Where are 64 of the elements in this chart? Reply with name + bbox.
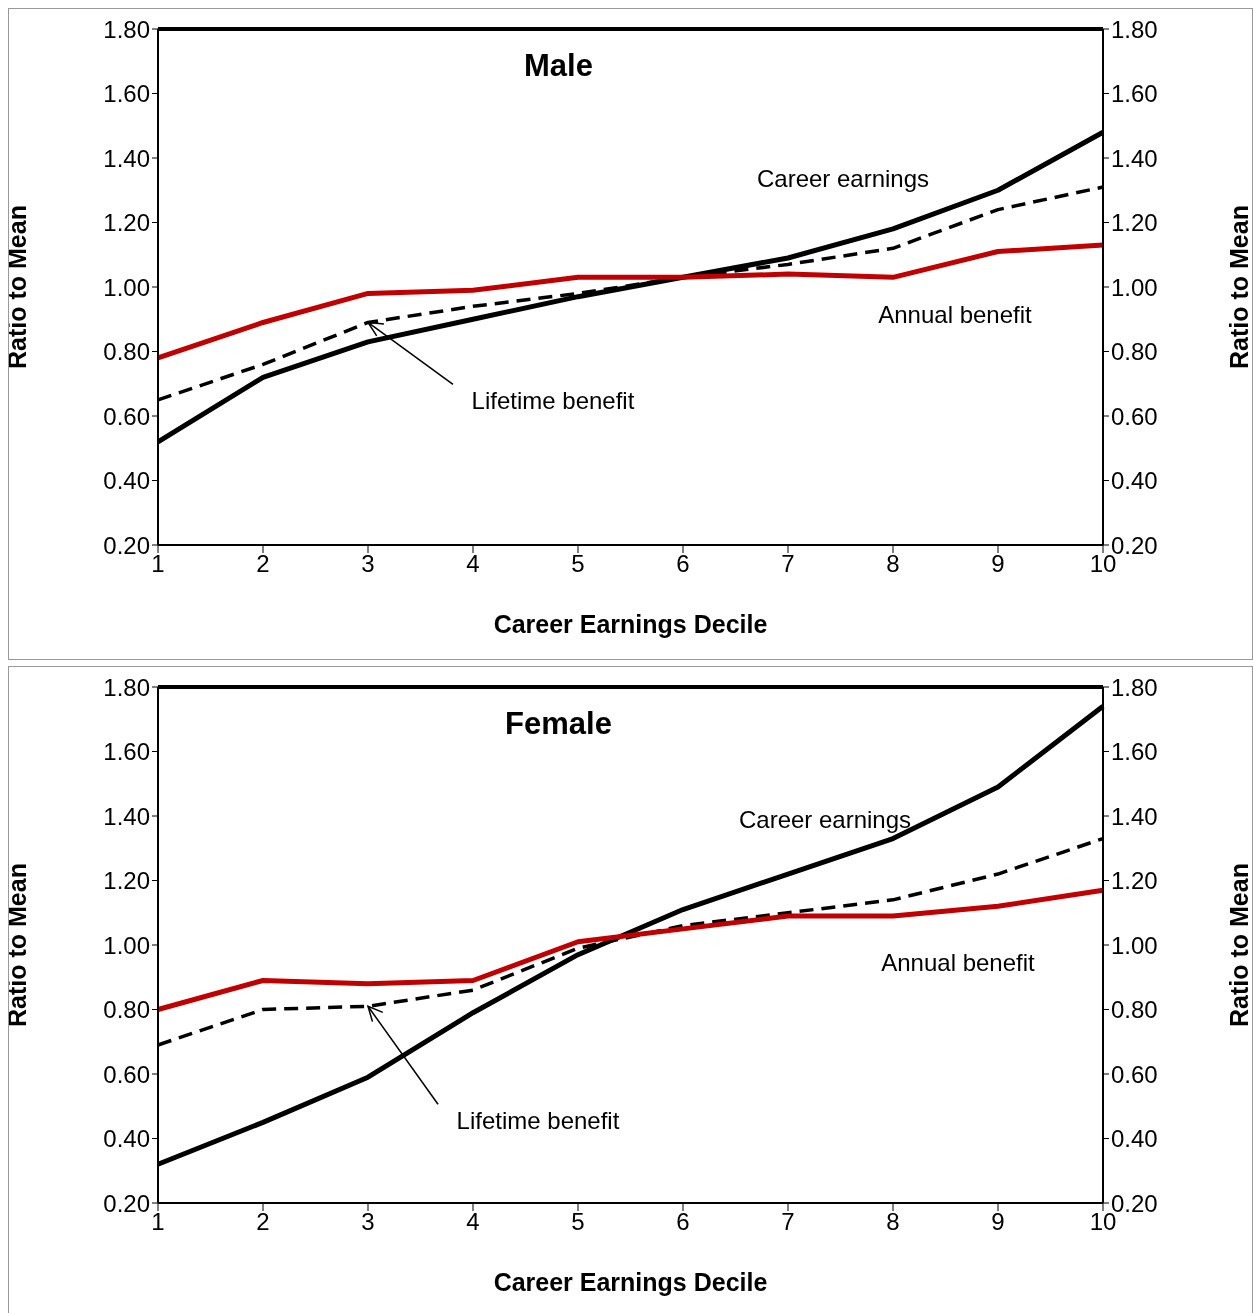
text: Female	[505, 706, 612, 741]
text: Male	[524, 48, 593, 83]
x-axis-title: Career Earnings Decile	[493, 1268, 768, 1296]
x-tick-label: 3	[361, 1208, 375, 1236]
x-tick-label: 9	[991, 1208, 1005, 1236]
y2-axis-title: Ratio to Mean	[1224, 205, 1253, 369]
annotation: Lifetime benefit	[471, 386, 635, 414]
x-tick-label: 1	[151, 1208, 165, 1236]
annotation: Lifetime benefit	[456, 1106, 620, 1134]
x-tick-label: 6	[676, 550, 690, 578]
y-tick-label: 1.00	[103, 273, 150, 301]
y2-tick-label: 0.80	[1111, 996, 1158, 1024]
y-tick-label: 1.80	[103, 673, 150, 701]
y2-tick-label: 0.40	[1111, 1125, 1158, 1153]
y-tick-label: 0.40	[103, 1125, 150, 1153]
y2-tick-label: 1.00	[1111, 273, 1158, 301]
y2-tick-label: 1.80	[1111, 673, 1158, 701]
y-tick-label: 0.60	[103, 1060, 150, 1088]
y2-tick-label: 1.80	[1111, 15, 1158, 43]
y-tick-label: 0.20	[103, 531, 150, 559]
y2-tick-label: 1.20	[1111, 867, 1158, 895]
y-tick-label: 0.20	[103, 1189, 150, 1217]
x-tick-label: 3	[361, 550, 375, 578]
y-tick-label: 0.80	[103, 996, 150, 1024]
y2-tick-label: 0.60	[1111, 1060, 1158, 1088]
y-tick-label: 1.20	[103, 209, 150, 237]
y2-tick-label: 0.60	[1111, 402, 1158, 430]
y-tick-label: 0.80	[103, 338, 150, 366]
x-tick-label: 5	[571, 1208, 585, 1236]
x-tick-label: 8	[886, 1208, 900, 1236]
annotation: Career earnings	[756, 165, 930, 193]
x-tick-label: 4	[466, 550, 480, 578]
annotation: Career earnings	[738, 806, 912, 834]
x-tick-label: 6	[676, 1208, 690, 1236]
x-tick-label: 7	[781, 550, 795, 578]
y2-tick-label: 1.60	[1111, 738, 1158, 766]
y-tick-label: 1.80	[103, 15, 150, 43]
y2-tick-label: 0.40	[1111, 467, 1158, 495]
y2-tick-label: 0.80	[1111, 338, 1158, 366]
y2-tick-label: 1.20	[1111, 209, 1158, 237]
x-tick-label: 9	[991, 550, 1005, 578]
x-tick-label: 1	[151, 550, 165, 578]
y-tick-label: 0.60	[103, 402, 150, 430]
x-axis-title: Career Earnings Decile	[493, 610, 768, 638]
x-tick-label: 2	[256, 550, 270, 578]
y2-tick-label: 1.00	[1111, 931, 1158, 959]
x-tick-label: 8	[886, 550, 900, 578]
y2-tick-label: 1.40	[1111, 144, 1158, 172]
x-tick-label: 7	[781, 1208, 795, 1236]
y2-axis-title: Ratio to Mean	[1224, 863, 1253, 1027]
x-tick-label: 2	[256, 1208, 270, 1236]
annotation: Annual benefit	[881, 949, 1036, 977]
y-tick-label: 1.00	[103, 931, 150, 959]
y2-tick-label: 1.60	[1111, 80, 1158, 108]
y-tick-label: 1.60	[103, 80, 150, 108]
x-tick-label: 5	[571, 550, 585, 578]
y-tick-label: 1.40	[103, 144, 150, 172]
annotation: Annual benefit	[878, 300, 1033, 328]
y2-tick-label: 1.40	[1111, 802, 1158, 830]
y-tick-label: 1.20	[103, 867, 150, 895]
y-tick-label: 0.40	[103, 467, 150, 495]
y-tick-label: 1.60	[103, 738, 150, 766]
x-tick-label: 4	[466, 1208, 480, 1236]
y-tick-label: 1.40	[103, 802, 150, 830]
